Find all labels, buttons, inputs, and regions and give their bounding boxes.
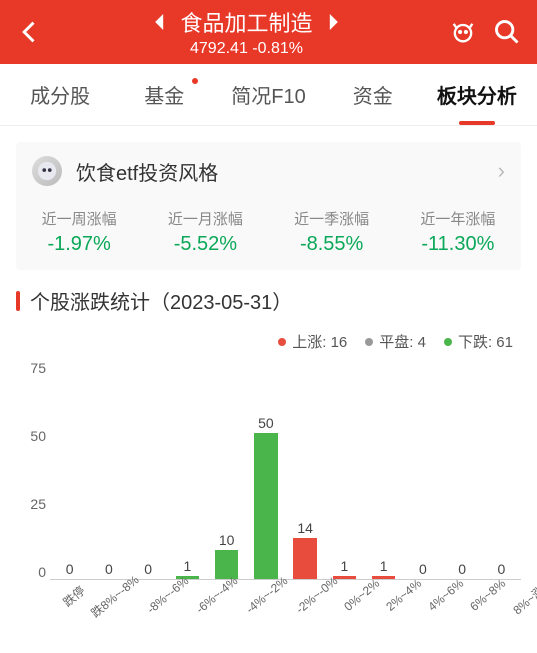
legend-item: 上涨: 16: [278, 331, 347, 352]
bar-column: 0: [50, 360, 89, 579]
y-axis: 75 50 25 0: [16, 360, 46, 580]
mascot-icon[interactable]: [449, 18, 477, 46]
stat-item: 近一年涨幅 -11.30%: [395, 208, 521, 256]
bar-value-label: 10: [219, 532, 235, 548]
chart-legend: 上涨: 16 平盘: 4 下跌: 61: [0, 331, 537, 360]
bar-value-label: 0: [419, 561, 427, 577]
bar-value-label: 1: [340, 558, 348, 574]
tab-资金[interactable]: 资金: [321, 64, 425, 125]
y-tick: 0: [16, 564, 46, 580]
style-card: 饮食etf投资风格 › 近一周涨幅-1.97%近一月涨幅-5.52%近一季涨幅-…: [16, 142, 521, 270]
app-header: 食品加工制造 4792.41 -0.81%: [0, 0, 537, 64]
tab-简况F10[interactable]: 简况F10: [216, 64, 320, 125]
y-tick: 25: [16, 496, 46, 512]
sector-title: 食品加工制造: [180, 6, 312, 38]
stat-label: 近一季涨幅: [269, 208, 395, 229]
tab-板块分析[interactable]: 板块分析: [425, 64, 529, 125]
tab-bar: 成分股基金简况F10资金板块分析: [0, 64, 537, 126]
bar-column: 0: [129, 360, 168, 579]
bar-value-label: 0: [66, 561, 74, 577]
bar-value-label: 0: [105, 561, 113, 577]
bar-value-label: 1: [183, 558, 191, 574]
bar-column: 10: [207, 360, 246, 579]
stat-value: -8.55%: [269, 233, 395, 256]
bar-column: 0: [89, 360, 128, 579]
bar-value-label: 0: [144, 561, 152, 577]
legend-item: 平盘: 4: [365, 331, 426, 352]
legend-item: 下跌: 61: [444, 331, 513, 352]
tab-成分股[interactable]: 成分股: [8, 64, 112, 125]
index-change: -0.81%: [252, 40, 303, 57]
bar-column: 50: [246, 360, 285, 579]
stat-label: 近一月涨幅: [142, 208, 268, 229]
stat-value: -1.97%: [16, 233, 142, 256]
search-icon[interactable]: [493, 18, 521, 46]
bar-value-label: 1: [380, 558, 388, 574]
style-card-title: 饮食etf投资风格: [76, 157, 498, 186]
y-tick: 50: [16, 428, 46, 444]
bar: [215, 550, 239, 579]
header-center: 食品加工制造 4792.41 -0.81%: [44, 6, 449, 58]
bar: [293, 538, 317, 579]
back-icon[interactable]: [16, 18, 44, 46]
index-subheader: 4792.41 -0.81%: [44, 40, 449, 58]
x-axis: 跌停跌8%~-8%-8%~-6%-6%~-4%-4%~-2%-2%~-0%0%~…: [50, 582, 521, 640]
style-card-header[interactable]: 饮食etf投资风格 ›: [16, 142, 521, 200]
next-arrow-icon[interactable]: [325, 14, 341, 30]
chart-plot: 000110501411000: [50, 360, 521, 580]
tab-基金[interactable]: 基金: [112, 64, 216, 125]
avatar-icon: [32, 156, 62, 186]
bar-column: 0: [443, 360, 482, 579]
bar-column: 1: [325, 360, 364, 579]
y-tick: 75: [16, 360, 46, 376]
bar-value-label: 0: [458, 561, 466, 577]
bar-column: 0: [403, 360, 442, 579]
stat-value: -5.52%: [142, 233, 268, 256]
prev-arrow-icon[interactable]: [152, 14, 168, 30]
bar-column: 0: [482, 360, 521, 579]
section-title: 个股涨跌统计（2023-05-31）: [16, 286, 521, 315]
stat-label: 近一年涨幅: [395, 208, 521, 229]
stat-value: -11.30%: [395, 233, 521, 256]
bar-value-label: 0: [497, 561, 505, 577]
bar: [254, 433, 278, 579]
stat-label: 近一周涨幅: [16, 208, 142, 229]
stat-item: 近一周涨幅 -1.97%: [16, 208, 142, 256]
bar-column: 1: [168, 360, 207, 579]
bar-column: 1: [364, 360, 403, 579]
chevron-right-icon: ›: [498, 158, 505, 184]
bar-column: 14: [286, 360, 325, 579]
bar-value-label: 14: [297, 520, 313, 536]
stat-item: 近一月涨幅 -5.52%: [142, 208, 268, 256]
stats-row: 近一周涨幅 -1.97%近一月涨幅 -5.52%近一季涨幅 -8.55%近一年涨幅 -1…: [16, 200, 521, 270]
index-value: 4792.41: [190, 40, 248, 57]
bar-value-label: 50: [258, 415, 274, 431]
stat-item: 近一季涨幅 -8.55%: [269, 208, 395, 256]
distribution-chart: 7550250 000110501411000 跌停跌8%~-8%-8%~-6%…: [16, 360, 521, 640]
